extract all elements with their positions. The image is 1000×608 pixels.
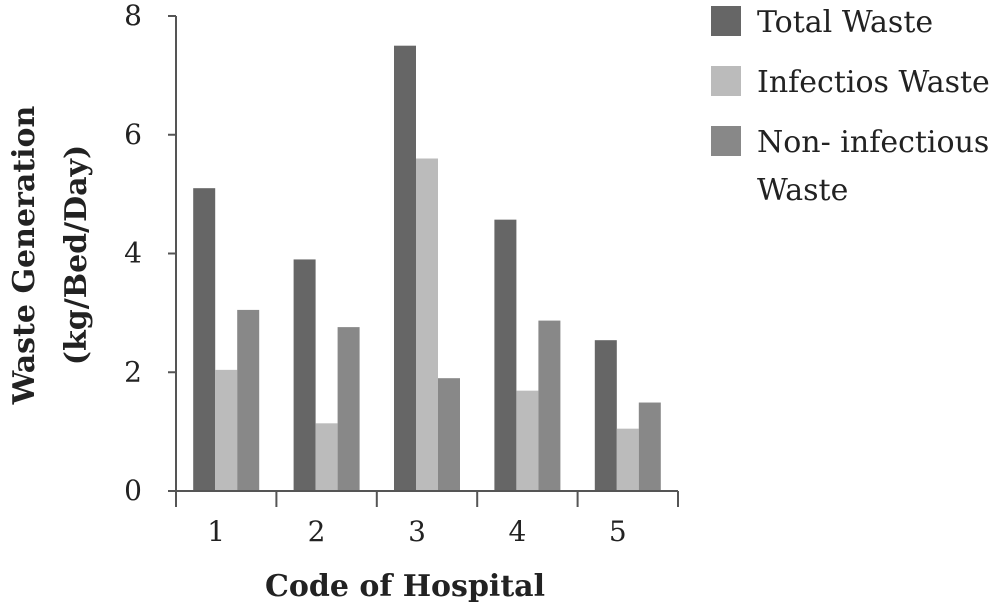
bars-layer [193,45,661,491]
bar-hospital-5-series-2 [616,428,639,491]
legend-label-series-1: Total Waste [757,5,933,40]
legend-swatch-series-3 [711,126,741,156]
y-tick-label: 6 [124,118,142,151]
y-tick-label: 8 [124,0,142,32]
axes-layer [168,15,679,507]
y-tick-label: 2 [124,355,142,388]
x-tick-label: 3 [408,515,426,548]
x-tick-label: 1 [207,515,225,548]
bar-hospital-5-series-1 [594,340,617,491]
bar-hospital-5-series-3 [638,402,661,491]
bar-hospital-1-series-2 [215,369,238,491]
bar-hospital-1-series-3 [237,309,260,491]
bar-hospital-3-series-1 [394,45,416,491]
y-tick-label: 4 [124,237,142,270]
legend-label-series-3: Waste [757,173,848,208]
y-axis-title-line-2: (kg/Bed/Day) [59,145,94,365]
bar-hospital-4-series-2 [516,390,539,491]
bar-hospital-3-series-2 [416,158,438,491]
x-axis-title: Code of Hospital [265,569,545,604]
x-tick-label: 4 [508,515,526,548]
bar-hospital-4-series-3 [538,320,561,491]
legend-swatch-series-2 [711,66,741,96]
bar-hospital-2-series-2 [315,423,338,491]
y-axis-title-line-1: Waste Generation [7,105,42,405]
bar-hospital-3-series-3 [438,378,460,491]
x-tick-label: 2 [308,515,326,548]
bar-hospital-2-series-3 [337,327,360,491]
y-axis-title: Waste Generation (kg/Bed/Day) [7,105,94,405]
legend-label-series-3: Non- infectious [757,125,989,160]
bar-hospital-1-series-1 [193,188,216,491]
bar-hospital-2-series-1 [293,259,316,491]
x-tick-label: 5 [609,515,627,548]
y-tick-label: 0 [124,474,142,507]
legend: Total Waste Infectios Waste Non- infectiou… [711,5,990,208]
legend-swatch-series-1 [711,6,741,36]
tick-labels-layer: 0 2 4 6 8 1 2 3 4 5 [124,0,627,548]
legend-label-series-2: Infectios Waste [757,65,990,100]
bar-hospital-4-series-1 [494,219,517,491]
